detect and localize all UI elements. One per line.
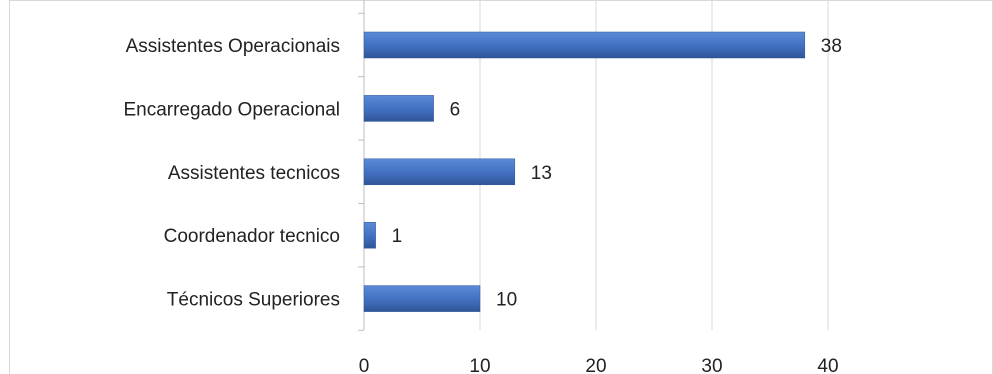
bars: [363, 31, 806, 312]
category-label: Técnicos Superiores: [167, 290, 340, 311]
data-label: 10: [496, 290, 517, 311]
bar: [363, 221, 376, 249]
x-tick-label: 20: [585, 356, 606, 374]
data-label: 1: [392, 226, 403, 247]
x-tick-label: 0: [359, 356, 370, 374]
data-labels: 38 6 13 1 10: [392, 36, 842, 311]
data-label: 38: [821, 36, 842, 57]
chart-frame: [9, 0, 993, 374]
bar: [363, 285, 481, 312]
bar: [363, 95, 434, 122]
category-label: Assistentes Operacionais: [126, 36, 340, 57]
x-tick-labels: 0 10 20 30 40: [359, 356, 839, 374]
data-label: 13: [531, 163, 552, 184]
category-label: Assistentes tecnicos: [168, 163, 340, 184]
x-tick-label: 30: [701, 356, 722, 374]
data-label: 6: [450, 99, 461, 120]
x-tick-label: 10: [469, 356, 490, 374]
bar: [363, 158, 516, 186]
category-label: Coordenador tecnico: [164, 226, 340, 247]
bar: [363, 31, 806, 59]
category-label: Encarregado Operacional: [123, 99, 340, 120]
x-tick-label: 40: [817, 356, 838, 374]
category-labels: Assistentes Operacionais Encarregado Oper…: [123, 36, 340, 311]
